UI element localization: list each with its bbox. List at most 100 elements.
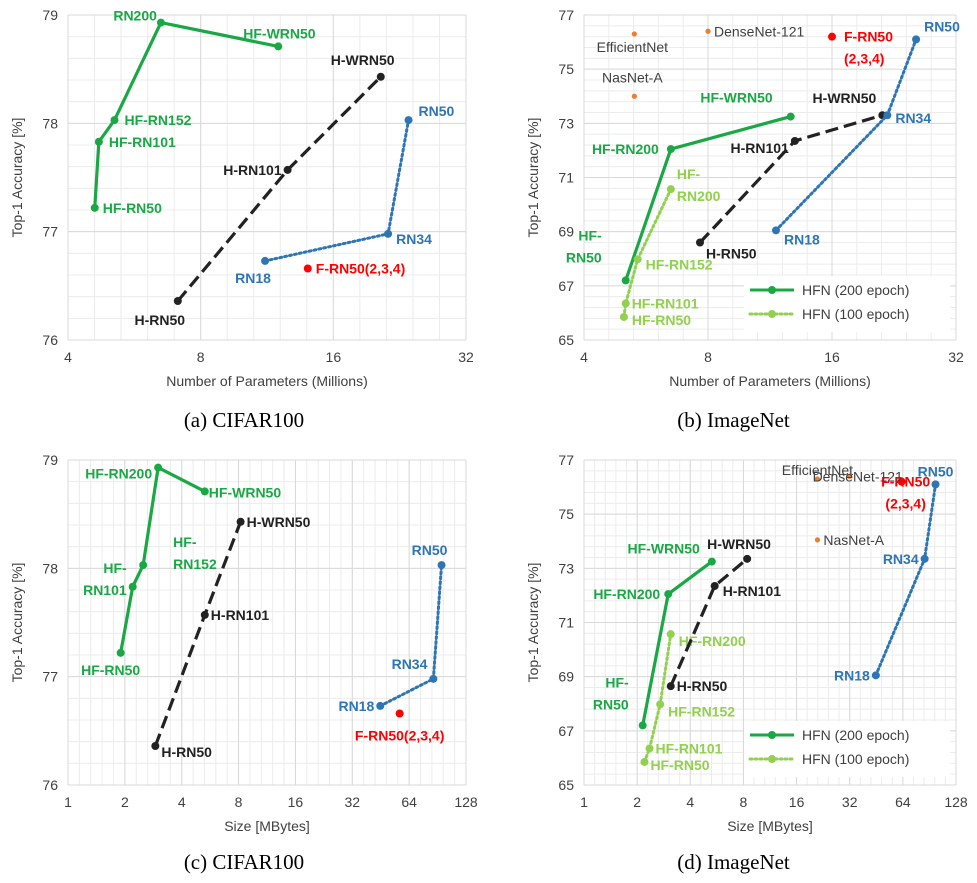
series-baseline: H-RN50 H-RN101 H-WRN50 <box>135 52 395 328</box>
data-label: HF-RN200 <box>85 466 152 482</box>
data-label: F-RN50(2,3,4) <box>316 261 405 277</box>
data-point <box>236 517 245 526</box>
data-label: H-RN101 <box>730 140 789 156</box>
caption-b: (b) ImageNet <box>677 408 790 432</box>
chart-panel-c: 76 77 78 79 1 2 4 8 16 32 64 128 Size [MBytes] Top-1 … <box>0 445 488 845</box>
data-label: H-WRN50 <box>331 52 395 68</box>
y-axis-label: Top-1 Accuracy [%] <box>525 563 541 683</box>
data-point <box>621 276 630 285</box>
legend-box <box>744 276 950 332</box>
series-hfn200: HF-RN50 HF-RN200 HF-WRN50 <box>593 541 716 730</box>
x-axis-label: Number of Parameters (Millions) <box>166 373 368 389</box>
series-frn: F-RN50(2,3,4) <box>828 29 893 67</box>
data-label: RN18 <box>834 667 870 683</box>
data-point <box>156 18 165 27</box>
caption-d: (d) ImageNet <box>677 850 790 874</box>
x-axis-label: Size [MBytes] <box>224 818 310 834</box>
data-point <box>631 31 637 37</box>
data-point <box>619 312 628 321</box>
data-label: H-WRN50 <box>813 90 877 106</box>
data-point <box>429 674 438 683</box>
x-tick-label: 2 <box>633 794 641 810</box>
x-tick-label: 4 <box>686 794 694 810</box>
y-tick-label: 65 <box>558 332 574 348</box>
x-tick-label: 8 <box>197 349 205 365</box>
chart-b-svg: 65 67 69 71 73 75 77 4 8 16 32 Number of Parameters… <box>525 7 964 389</box>
data-point <box>200 610 209 619</box>
data-label: HF-RN101 <box>656 740 723 756</box>
chart-d-svg: 65 67 69 71 73 75 77 1 2 4 8 16 32 64 128 Size [MBytes]… <box>525 452 968 834</box>
data-label: DenseNet-121 <box>714 23 804 39</box>
data-point <box>710 581 719 590</box>
data-label: RN34 <box>883 551 919 567</box>
y-tick-label: 79 <box>42 452 58 468</box>
data-label: H-RN50 <box>161 744 212 760</box>
data-point <box>621 299 630 308</box>
chart-a-svg: 76 77 78 79 4 8 16 32 Number of Parameters (Mill… <box>9 0 474 389</box>
legend-marker <box>768 310 776 318</box>
y-tick-label: 73 <box>558 560 574 576</box>
grid <box>67 459 467 786</box>
legend-label-hfn100: HFN (100 epoch) <box>802 306 909 322</box>
data-label: RN50 <box>918 463 954 479</box>
data-label: F-RN50(2,3,4) <box>355 728 444 744</box>
y-tick-label: 76 <box>42 332 58 348</box>
data-label: RN18 <box>338 698 374 714</box>
legend: HFN (200 epoch) HFN (100 epoch) <box>744 276 950 332</box>
data-point <box>772 226 781 235</box>
y-tick-label: 77 <box>558 452 574 468</box>
series-baseline: H-RN50 H-RN101 H-WRN50 <box>695 90 887 262</box>
data-point <box>303 264 312 273</box>
data-label: HF-RN200 <box>113 0 157 24</box>
x-tick-label: 8 <box>740 794 748 810</box>
data-point <box>707 557 716 566</box>
x-tick-label: 32 <box>842 794 858 810</box>
data-label: HF-RN152 <box>173 534 217 572</box>
y-tick-label: 77 <box>42 224 58 240</box>
data-point <box>139 561 148 570</box>
series-frn: F-RN50(2,3,4) <box>355 709 444 744</box>
data-label: H-WRN50 <box>247 514 311 530</box>
data-label: HF-RN50 <box>593 674 629 712</box>
data-point <box>666 682 675 691</box>
y-tick-label: 69 <box>558 669 574 685</box>
x-tick-label: 32 <box>458 349 474 365</box>
y-tick-label: 77 <box>558 7 574 23</box>
x-tick-label: 16 <box>288 794 304 810</box>
y-tick-label: 71 <box>558 615 574 631</box>
data-label: HF-RN50 <box>566 227 602 265</box>
x-tick-label: 32 <box>344 794 360 810</box>
caption-a: (a) CIFAR100 <box>183 408 305 432</box>
data-point <box>883 111 892 120</box>
data-point <box>897 477 906 486</box>
data-label: HF-RN200 <box>679 633 746 649</box>
series-frn: F-RN50(2,3,4) <box>881 474 930 512</box>
x-tick-label: 4 <box>580 349 588 365</box>
chart-c-svg: 76 77 78 79 1 2 4 8 16 32 64 128 Size [MBytes] Top-1 … <box>9 452 478 834</box>
data-point <box>871 671 880 680</box>
series-rn: RN18 RN34 RN50 <box>338 542 447 714</box>
data-label: HF-RN200 <box>592 141 659 157</box>
data-label: NasNet-A <box>823 532 884 548</box>
series-line-hfn100 <box>642 632 673 764</box>
data-label: DenseNet-121 <box>813 468 903 484</box>
data-point <box>110 116 119 125</box>
data-label: HF-WRN50 <box>243 25 316 41</box>
data-point <box>90 203 99 212</box>
series-baseline: H-RN50 H-RN101 H-WRN50 <box>666 536 781 694</box>
x-tick-label: 4 <box>178 794 186 810</box>
data-label: HF-RN50 <box>81 662 140 678</box>
series-hfn200: HF-RN50 HF-RN200 HF-WRN50 <box>566 90 795 285</box>
data-point <box>640 757 649 766</box>
data-label: H-RN101 <box>211 607 270 623</box>
data-point <box>94 137 103 146</box>
data-label: RN34 <box>895 110 931 126</box>
data-label: H-WRN50 <box>707 536 771 552</box>
data-label: RN18 <box>784 231 820 247</box>
x-axis-label: Size [MBytes] <box>727 818 813 834</box>
y-tick-label: 75 <box>558 506 574 522</box>
y-tick-label: 79 <box>42 7 58 23</box>
data-point <box>384 229 393 238</box>
